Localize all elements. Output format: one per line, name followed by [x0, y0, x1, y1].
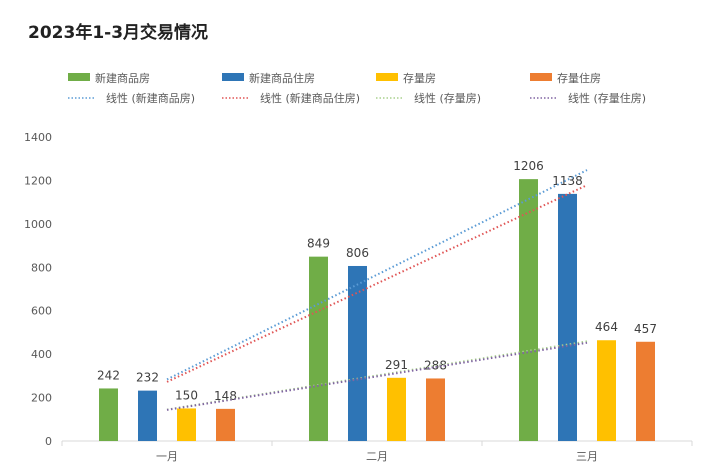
legend-label: 存量住房: [557, 71, 601, 85]
trendline: [166, 341, 588, 411]
data-label: 849: [307, 237, 330, 251]
bar: [426, 378, 445, 441]
data-label: 242: [97, 368, 120, 382]
y-tick-label: 400: [31, 348, 52, 361]
chart-title: 2023年1-3月交易情况: [28, 23, 209, 43]
legend-swatch: [530, 73, 552, 81]
data-label: 1138: [552, 174, 583, 188]
y-tick-label: 600: [31, 305, 52, 318]
bar: [636, 341, 655, 441]
y-tick-label: 1000: [24, 218, 52, 231]
y-tick-label: 0: [45, 435, 52, 448]
data-label: 464: [595, 320, 618, 334]
data-label: 148: [214, 389, 237, 403]
data-label: 232: [136, 371, 159, 385]
legend-swatch: [222, 73, 244, 81]
data-label: 150: [175, 388, 198, 402]
legend-label: 新建商品房: [95, 71, 150, 85]
bar: [216, 408, 235, 441]
legend-label: 线性 (新建商品房): [106, 91, 195, 105]
legend-swatch: [68, 73, 90, 81]
bar: [99, 388, 118, 441]
bar: [138, 390, 157, 441]
bar: [309, 256, 328, 441]
data-label: 457: [634, 322, 657, 336]
legend-label: 存量房: [403, 71, 436, 85]
y-tick-label: 1200: [24, 174, 52, 187]
x-tick-label: 三月: [576, 450, 598, 463]
bar: [519, 179, 538, 441]
data-label: 291: [385, 358, 408, 372]
y-tick-label: 200: [31, 392, 52, 405]
bar: [597, 340, 616, 441]
data-label: 1206: [513, 159, 544, 173]
x-tick-label: 二月: [366, 450, 388, 463]
y-tick-label: 1400: [24, 131, 52, 144]
legend-swatch: [376, 73, 398, 81]
legend-label: 线性 (存量住房): [568, 91, 646, 105]
trendline: [166, 184, 588, 383]
y-tick-label: 800: [31, 261, 52, 274]
bar: [348, 265, 367, 441]
bar: [387, 377, 406, 441]
legend-label: 新建商品住房: [249, 71, 315, 85]
data-label: 806: [346, 246, 369, 260]
bar: [177, 408, 196, 441]
x-tick-label: 一月: [156, 450, 178, 463]
bar: [558, 193, 577, 441]
legend-label: 线性 (存量房): [414, 91, 481, 105]
legend-label: 线性 (新建商品住房): [260, 91, 360, 105]
